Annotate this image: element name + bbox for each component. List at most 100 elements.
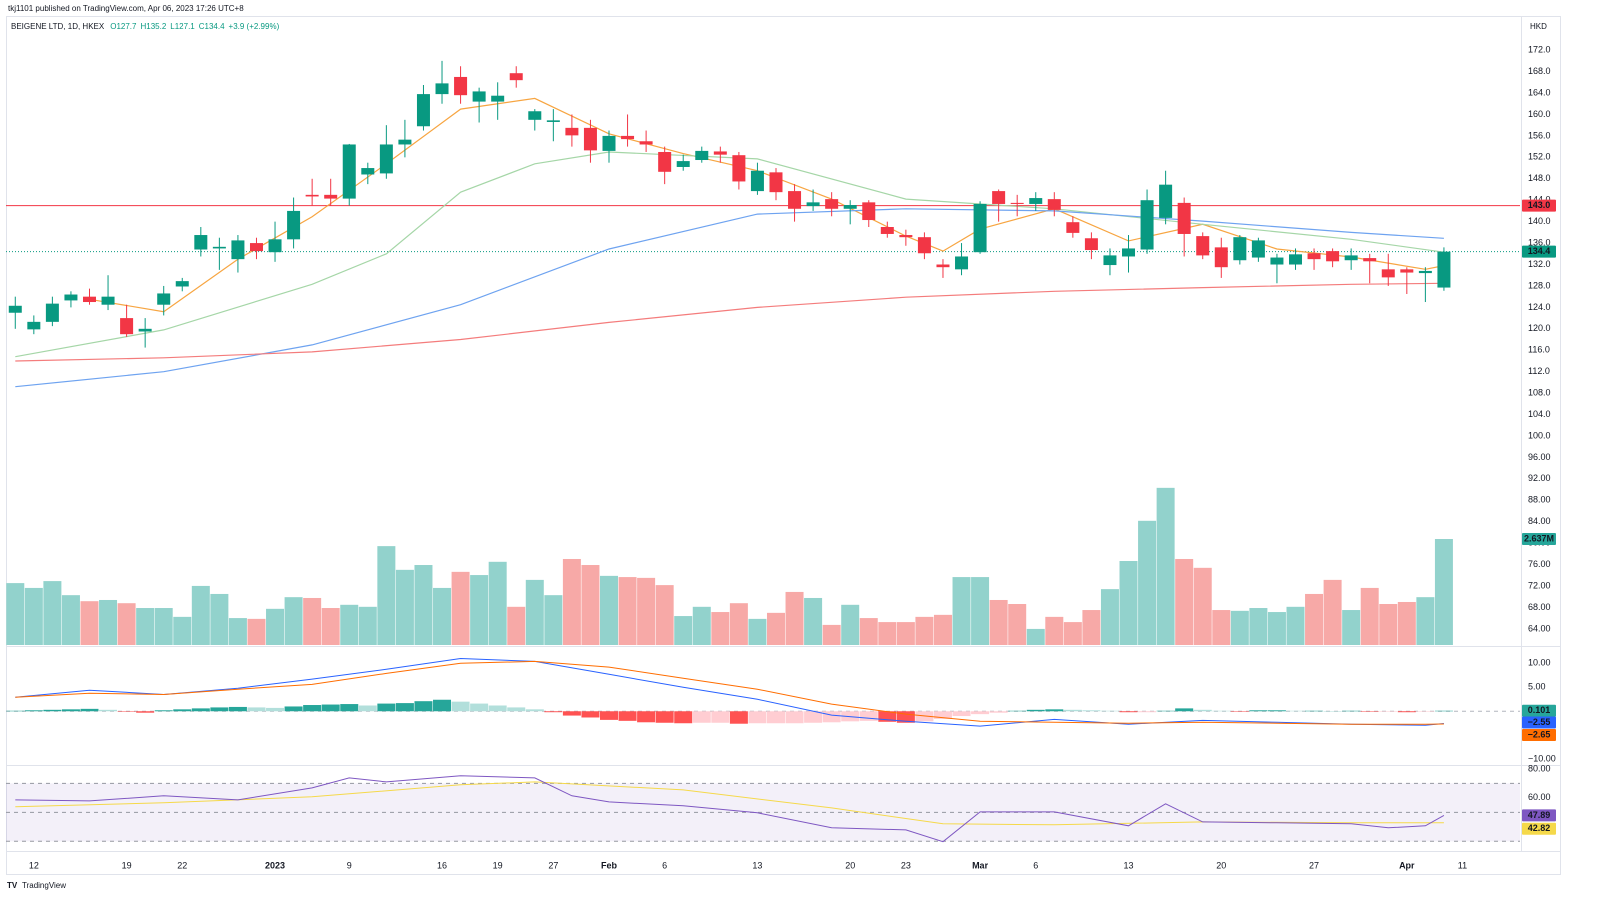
macd-histogram-bar bbox=[117, 711, 136, 712]
macd-histogram-bar bbox=[80, 708, 99, 712]
volume-bar bbox=[1175, 558, 1194, 645]
volume-bar bbox=[136, 608, 155, 645]
candle-body bbox=[1122, 248, 1136, 257]
candle-body bbox=[157, 293, 171, 305]
candle-body bbox=[1288, 254, 1302, 265]
candle-body bbox=[45, 303, 59, 322]
x-tick-label: 27 bbox=[1309, 860, 1319, 870]
volume-bar bbox=[1082, 610, 1101, 645]
macd-histogram-bar bbox=[1323, 711, 1342, 712]
macd-histogram-bar bbox=[210, 707, 229, 712]
candle-body bbox=[1400, 269, 1414, 273]
macd-histogram-bar bbox=[655, 711, 674, 723]
macd-histogram-bar bbox=[804, 711, 823, 723]
candle-body bbox=[955, 256, 969, 270]
candle-body bbox=[1363, 258, 1377, 262]
macd-histogram-bar bbox=[24, 710, 43, 712]
volume-bar bbox=[154, 608, 173, 645]
candle-body bbox=[1103, 255, 1117, 266]
macd-line-label-bg bbox=[1522, 716, 1556, 729]
y-tick-label: 100.0 bbox=[1528, 430, 1551, 440]
macd-histogram-bar bbox=[1138, 711, 1157, 713]
volume-bar bbox=[711, 612, 730, 645]
candle-body bbox=[1029, 198, 1043, 204]
volume-bar bbox=[1305, 593, 1324, 645]
last-price-label: 134.4 bbox=[1528, 246, 1551, 256]
candle-body bbox=[120, 318, 134, 335]
volume-bar bbox=[1193, 567, 1212, 645]
volume-bar bbox=[433, 587, 452, 645]
macd-histogram-bar bbox=[1434, 710, 1453, 712]
candle-body bbox=[8, 305, 22, 313]
tv-logo: TV bbox=[7, 881, 18, 890]
candle-body bbox=[175, 281, 189, 287]
volume-bar bbox=[191, 585, 210, 645]
macd-histogram-bar bbox=[581, 711, 600, 718]
candle-body bbox=[639, 141, 653, 145]
macd-histogram-bar bbox=[1100, 710, 1119, 712]
candle-body bbox=[1270, 257, 1284, 265]
macd-histogram-bar bbox=[822, 711, 841, 723]
volume-bar bbox=[1434, 539, 1453, 645]
macd-histogram-bar bbox=[395, 703, 414, 712]
volume-bar bbox=[896, 622, 915, 645]
volume-bar bbox=[915, 616, 934, 645]
y-tick-label: 116.0 bbox=[1528, 345, 1550, 355]
volume-bar bbox=[1063, 622, 1082, 645]
macd-histogram-bar bbox=[377, 703, 396, 712]
macd-histogram-bar bbox=[1360, 711, 1379, 712]
y-tick-label: 128.0 bbox=[1528, 280, 1551, 290]
volume-bar bbox=[1360, 587, 1379, 645]
volume-bar bbox=[748, 618, 767, 645]
macd-histogram-bar bbox=[1156, 710, 1175, 712]
rsi-line bbox=[15, 775, 1445, 843]
y-tick-label: 64.00 bbox=[1528, 623, 1551, 633]
candle-body bbox=[305, 194, 319, 197]
candle-body bbox=[602, 135, 616, 151]
macd-histogram-bar bbox=[1063, 709, 1082, 712]
macd-histogram-bar bbox=[711, 711, 730, 723]
candle-body bbox=[231, 240, 245, 260]
currency: HKD bbox=[1530, 22, 1547, 31]
volume-bar bbox=[414, 565, 433, 645]
macd-histogram-bar bbox=[433, 699, 452, 712]
volume-label: 2.637M bbox=[1524, 533, 1554, 543]
x-tick-label: 20 bbox=[1216, 860, 1226, 870]
x-tick-label: 2023 bbox=[265, 860, 285, 870]
volume-bar bbox=[1267, 612, 1286, 645]
frame-border bbox=[6, 16, 1561, 875]
x-tick-label: 19 bbox=[493, 860, 503, 870]
volume-bar bbox=[1323, 579, 1342, 645]
macd-signal-label: −2.65 bbox=[1528, 729, 1551, 739]
candle-body bbox=[936, 264, 950, 268]
macd-histogram-bar bbox=[989, 711, 1008, 713]
candle-body bbox=[713, 151, 727, 155]
volume-bar bbox=[395, 569, 414, 645]
volume-bar bbox=[80, 601, 99, 645]
macd-tick-label: 10.00 bbox=[1528, 658, 1551, 668]
candle-body bbox=[899, 235, 913, 238]
candle-body bbox=[1196, 236, 1210, 256]
macd-histogram-bar bbox=[99, 709, 118, 712]
x-tick-label: 16 bbox=[437, 860, 447, 870]
macd-histogram-bar bbox=[637, 711, 656, 723]
candle-body bbox=[862, 202, 876, 221]
volume-bar bbox=[841, 604, 860, 645]
candle-body bbox=[1418, 270, 1432, 274]
macd-histogram-bar bbox=[1267, 710, 1286, 712]
macd-histogram-bar bbox=[1119, 711, 1138, 713]
macd-histogram-bar bbox=[266, 707, 285, 712]
volume-bar bbox=[1008, 604, 1027, 645]
x-tick-label: Feb bbox=[601, 860, 618, 870]
candle-body bbox=[750, 170, 764, 192]
x-tick-label: 12 bbox=[29, 860, 39, 870]
candle-body bbox=[658, 151, 672, 172]
volume-bar bbox=[340, 604, 359, 645]
macd-line bbox=[15, 657, 1444, 727]
candle-body bbox=[621, 135, 635, 140]
candle-body bbox=[398, 139, 412, 145]
macd-histogram-bar bbox=[544, 711, 563, 713]
volume-bar bbox=[544, 595, 563, 645]
macd-histogram-bar bbox=[896, 711, 915, 723]
candle-body bbox=[212, 246, 226, 249]
